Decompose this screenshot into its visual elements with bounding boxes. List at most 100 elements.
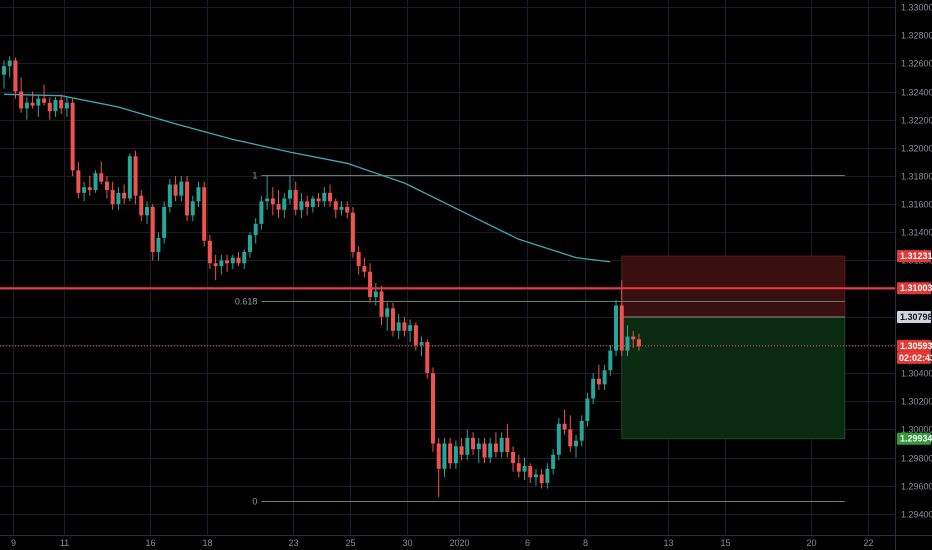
y-tick-label: 1.31800 bbox=[901, 172, 932, 182]
candle-body bbox=[402, 322, 407, 331]
candle-body bbox=[362, 266, 367, 272]
y-tick-label: 1.32200 bbox=[901, 116, 932, 126]
candle-body bbox=[99, 173, 104, 182]
candle-body bbox=[162, 206, 167, 238]
candles bbox=[2, 56, 641, 497]
candle-body bbox=[104, 181, 109, 191]
x-tick-label: 23 bbox=[288, 538, 298, 548]
candle-body bbox=[356, 252, 361, 267]
price-badge-label: 1.31003 bbox=[900, 283, 932, 293]
candle-body bbox=[110, 190, 115, 205]
candle-body bbox=[47, 102, 52, 112]
x-tick-label: 13 bbox=[663, 538, 673, 548]
candle-body bbox=[533, 474, 538, 478]
candle-body bbox=[545, 468, 550, 483]
price-badge bbox=[897, 339, 931, 352]
candle-body bbox=[64, 102, 69, 109]
x-tick-label: 20 bbox=[806, 538, 816, 548]
candle-body bbox=[127, 156, 132, 199]
price-badge bbox=[897, 250, 931, 263]
candle-body bbox=[265, 198, 270, 202]
x-tick-label: 16 bbox=[145, 538, 155, 548]
stop-loss-zone bbox=[621, 255, 846, 318]
x-tick-label: 22 bbox=[863, 538, 873, 548]
candle-body bbox=[59, 99, 64, 109]
candle-body bbox=[42, 98, 47, 103]
candle-body bbox=[253, 223, 258, 236]
candle-body bbox=[631, 336, 636, 340]
candle-body bbox=[322, 192, 327, 202]
fib-level-label: 1 bbox=[252, 171, 257, 181]
y-tick-label: 1.29400 bbox=[901, 510, 932, 520]
candle-body bbox=[230, 257, 235, 264]
y-tick-label: 1.32000 bbox=[901, 144, 932, 154]
candle-body bbox=[19, 91, 24, 109]
candle-body bbox=[236, 257, 241, 264]
x-axis-ticks: 9 11 16 18 23 25 30 2020 6 8 13 15 20 22 bbox=[11, 538, 874, 548]
candle-body bbox=[225, 260, 230, 264]
candle-body bbox=[305, 201, 310, 207]
price-badges: 1.31231 1.31003 1.30798 1.30593 1.29934 02:02… bbox=[897, 250, 932, 445]
candle-body bbox=[333, 201, 338, 210]
candle-body bbox=[499, 437, 504, 452]
candle-body bbox=[345, 206, 350, 213]
fibonacci-retracement[interactable]: 1 0.618 0 bbox=[235, 171, 845, 507]
candle-body bbox=[505, 437, 510, 452]
candle-body bbox=[551, 454, 556, 469]
countdown-label: 02:02:43 bbox=[899, 353, 932, 363]
price-badge-label: 1.29934 bbox=[900, 434, 932, 444]
candle-body bbox=[2, 66, 6, 75]
price-badge-label: 1.31231 bbox=[900, 251, 932, 261]
candle-body bbox=[453, 446, 458, 464]
candle-body bbox=[116, 192, 121, 205]
x-tick-label: 9 bbox=[11, 538, 16, 548]
candle-body bbox=[413, 325, 418, 345]
y-tick-label: 1.32600 bbox=[901, 59, 932, 69]
candle-body bbox=[276, 204, 281, 210]
candle-body bbox=[562, 423, 567, 430]
candle-body bbox=[316, 198, 321, 202]
candle-body bbox=[408, 325, 413, 331]
candle-body bbox=[196, 187, 201, 202]
candle-body bbox=[379, 291, 384, 317]
x-tick-label: 18 bbox=[202, 538, 212, 548]
candle-body bbox=[396, 322, 401, 331]
candle-body bbox=[82, 187, 87, 193]
candle-body bbox=[299, 201, 304, 210]
candle-body bbox=[53, 99, 58, 112]
candle-body bbox=[368, 271, 373, 298]
candle-body bbox=[625, 336, 630, 351]
candle-body bbox=[511, 451, 516, 464]
candle-body bbox=[93, 173, 98, 191]
candle-body bbox=[528, 466, 533, 478]
candle-body bbox=[87, 187, 92, 191]
y-tick-label: 1.29600 bbox=[901, 482, 932, 492]
price-badge bbox=[897, 282, 931, 295]
candle-body bbox=[145, 206, 149, 216]
candle-body bbox=[608, 350, 613, 371]
x-tick-label: 25 bbox=[345, 538, 355, 548]
candle-body bbox=[436, 443, 441, 469]
candle-body bbox=[390, 308, 395, 331]
countdown-badge bbox=[897, 351, 931, 364]
y-tick-label: 1.33000 bbox=[901, 3, 932, 13]
candle-body bbox=[419, 342, 424, 345]
candle-body bbox=[36, 98, 41, 106]
candle-body bbox=[459, 446, 464, 455]
candle-body bbox=[219, 260, 224, 267]
price-badge-label: 1.30798 bbox=[900, 312, 932, 322]
candle-body bbox=[522, 466, 527, 472]
price-badge-label: 1.30593 bbox=[900, 341, 932, 351]
candle-body bbox=[614, 305, 619, 351]
x-tick-label: 30 bbox=[402, 538, 412, 548]
candle-body bbox=[556, 423, 561, 455]
candle-body bbox=[293, 190, 298, 210]
price-badge bbox=[897, 432, 931, 445]
candle-body bbox=[442, 443, 447, 469]
fib-level-label: 0.618 bbox=[235, 297, 258, 307]
horizontal-lines[interactable] bbox=[0, 287, 895, 347]
candle-body bbox=[133, 156, 138, 196]
candle-body bbox=[139, 195, 144, 216]
